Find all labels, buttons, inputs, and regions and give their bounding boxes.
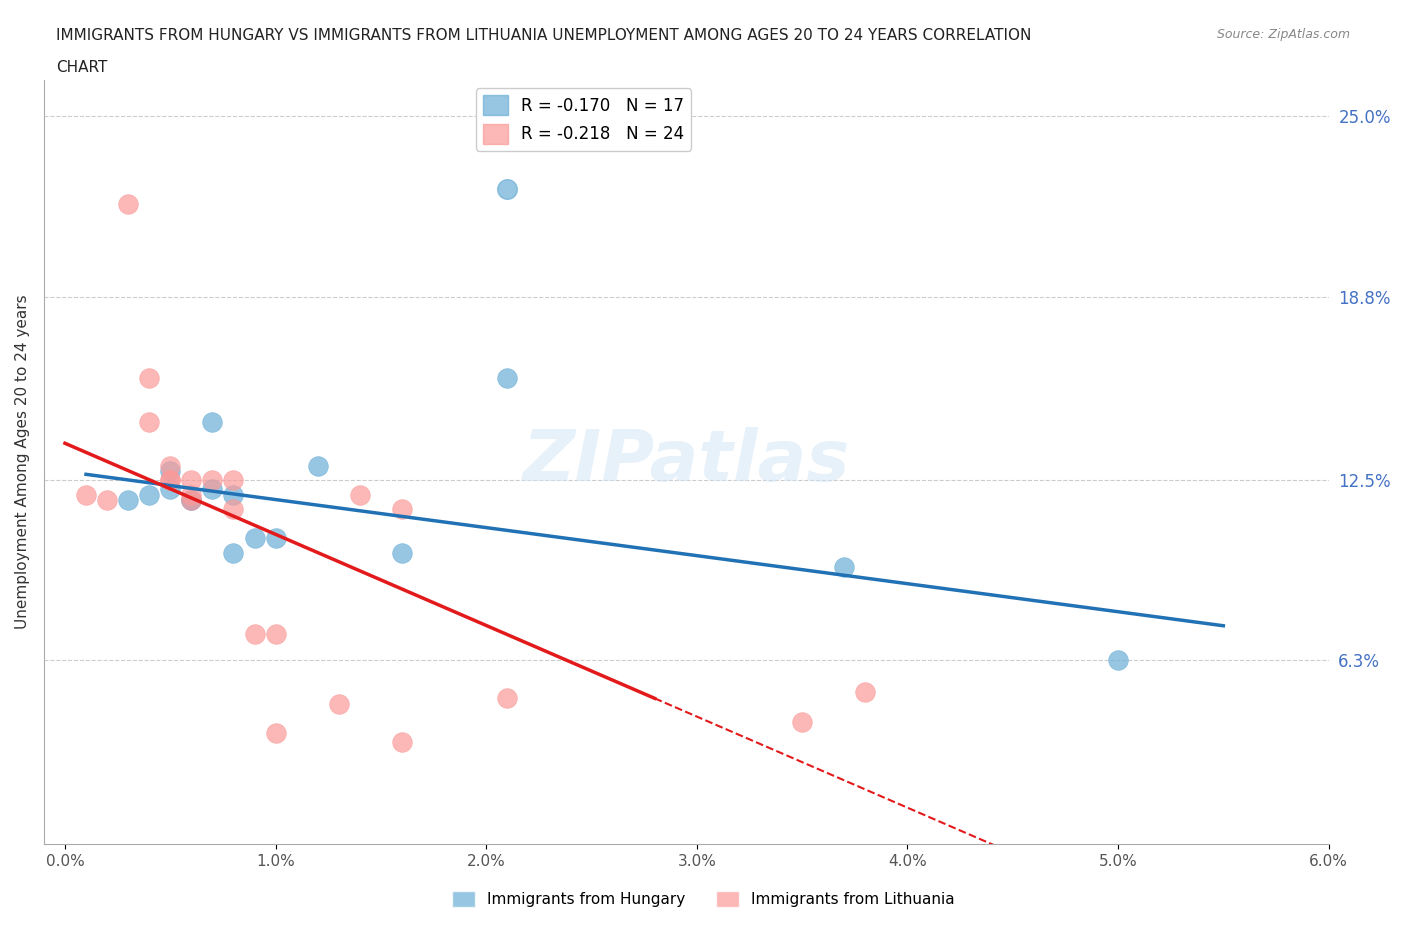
- Point: [159, 458, 181, 473]
- Point: [264, 627, 287, 642]
- Point: [1107, 653, 1129, 668]
- Point: [159, 482, 181, 497]
- Point: [159, 472, 181, 487]
- Point: [180, 493, 202, 508]
- Point: [243, 531, 266, 546]
- Point: [853, 685, 876, 700]
- Point: [222, 487, 245, 502]
- Text: CHART: CHART: [56, 60, 108, 75]
- Point: [328, 697, 350, 711]
- Point: [201, 472, 224, 487]
- Point: [496, 691, 519, 706]
- Point: [391, 735, 413, 750]
- Point: [138, 415, 160, 430]
- Point: [138, 371, 160, 386]
- Point: [391, 545, 413, 560]
- Point: [159, 464, 181, 479]
- Point: [138, 487, 160, 502]
- Point: [180, 493, 202, 508]
- Point: [222, 502, 245, 517]
- Point: [222, 545, 245, 560]
- Point: [201, 415, 224, 430]
- Y-axis label: Unemployment Among Ages 20 to 24 years: Unemployment Among Ages 20 to 24 years: [15, 295, 30, 630]
- Point: [307, 458, 329, 473]
- Point: [264, 531, 287, 546]
- Text: IMMIGRANTS FROM HUNGARY VS IMMIGRANTS FROM LITHUANIA UNEMPLOYMENT AMONG AGES 20 : IMMIGRANTS FROM HUNGARY VS IMMIGRANTS FR…: [56, 28, 1032, 43]
- Point: [349, 487, 371, 502]
- Point: [391, 502, 413, 517]
- Point: [201, 482, 224, 497]
- Point: [75, 487, 97, 502]
- Point: [96, 493, 118, 508]
- Point: [832, 560, 855, 575]
- Point: [180, 487, 202, 502]
- Point: [159, 472, 181, 487]
- Point: [117, 493, 139, 508]
- Point: [180, 493, 202, 508]
- Point: [180, 472, 202, 487]
- Point: [496, 181, 519, 196]
- Point: [496, 371, 519, 386]
- Legend: Immigrants from Hungary, Immigrants from Lithuania: Immigrants from Hungary, Immigrants from…: [446, 884, 960, 913]
- Point: [790, 714, 813, 729]
- Legend: R = -0.170   N = 17, R = -0.218   N = 24: R = -0.170 N = 17, R = -0.218 N = 24: [477, 88, 690, 151]
- Point: [243, 627, 266, 642]
- Text: ZIPatlas: ZIPatlas: [523, 428, 851, 497]
- Point: [264, 725, 287, 740]
- Point: [222, 472, 245, 487]
- Point: [117, 196, 139, 211]
- Text: Source: ZipAtlas.com: Source: ZipAtlas.com: [1216, 28, 1350, 41]
